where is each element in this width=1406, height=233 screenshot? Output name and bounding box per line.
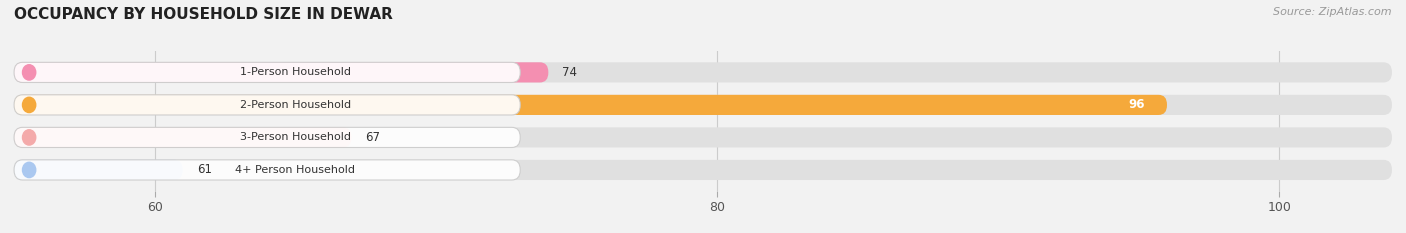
FancyBboxPatch shape bbox=[14, 127, 352, 147]
Circle shape bbox=[22, 162, 35, 178]
FancyBboxPatch shape bbox=[14, 62, 520, 82]
Text: 1-Person Household: 1-Person Household bbox=[240, 67, 350, 77]
FancyBboxPatch shape bbox=[14, 160, 520, 180]
FancyBboxPatch shape bbox=[14, 95, 520, 115]
Circle shape bbox=[22, 130, 35, 145]
Text: 61: 61 bbox=[197, 163, 212, 176]
Circle shape bbox=[22, 97, 35, 113]
FancyBboxPatch shape bbox=[14, 127, 520, 147]
FancyBboxPatch shape bbox=[14, 95, 1392, 115]
Text: 2-Person Household: 2-Person Household bbox=[239, 100, 352, 110]
FancyBboxPatch shape bbox=[14, 160, 1392, 180]
Text: OCCUPANCY BY HOUSEHOLD SIZE IN DEWAR: OCCUPANCY BY HOUSEHOLD SIZE IN DEWAR bbox=[14, 7, 392, 22]
Text: Source: ZipAtlas.com: Source: ZipAtlas.com bbox=[1274, 7, 1392, 17]
Text: 74: 74 bbox=[562, 66, 578, 79]
FancyBboxPatch shape bbox=[14, 160, 183, 180]
Text: 96: 96 bbox=[1128, 98, 1144, 111]
FancyBboxPatch shape bbox=[14, 62, 548, 82]
FancyBboxPatch shape bbox=[14, 95, 1167, 115]
Circle shape bbox=[22, 65, 35, 80]
FancyBboxPatch shape bbox=[14, 62, 1392, 82]
Text: 3-Person Household: 3-Person Household bbox=[240, 132, 350, 142]
FancyBboxPatch shape bbox=[14, 127, 1392, 147]
Text: 67: 67 bbox=[366, 131, 381, 144]
Text: 4+ Person Household: 4+ Person Household bbox=[235, 165, 356, 175]
